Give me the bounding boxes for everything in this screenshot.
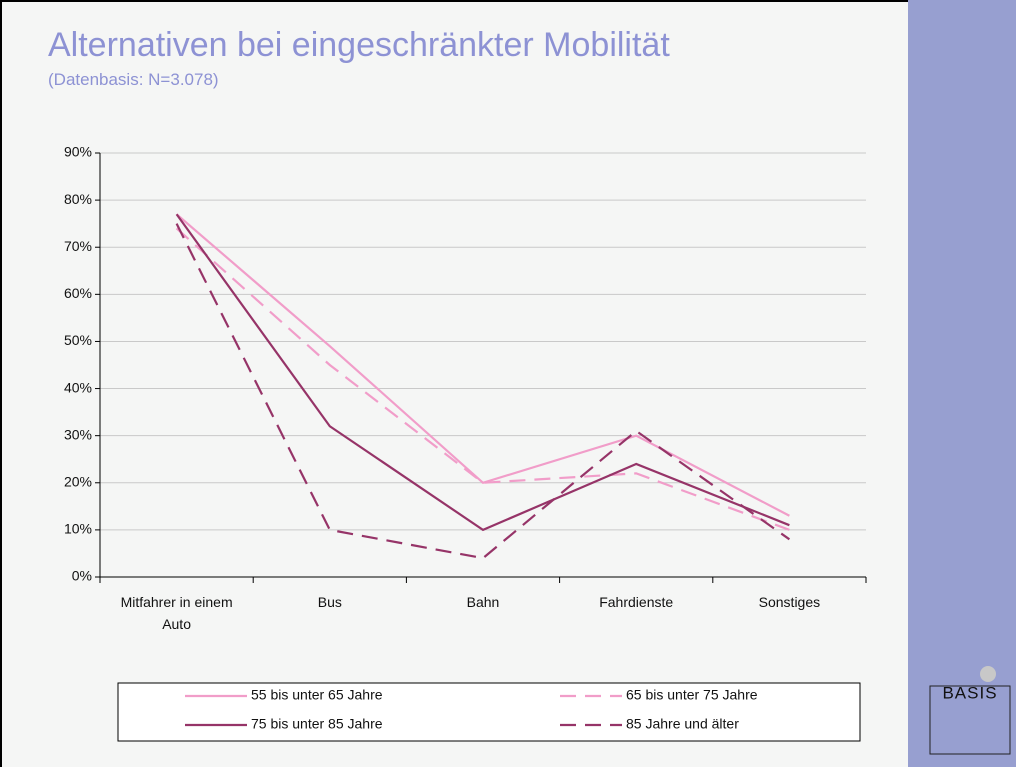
logo-text: BASIS [942, 683, 997, 702]
y-tick-label: 40% [64, 379, 92, 395]
chart-subtitle: (Datenbasis: N=3.078) [48, 70, 219, 89]
y-tick-label: 10% [64, 521, 92, 537]
x-tick-label: Bahn [466, 594, 500, 610]
x-tick-label: Mitfahrer in einem Auto [120, 594, 233, 632]
series-line [175, 213, 790, 532]
x-tick-label: Fahrdienste [599, 594, 674, 610]
legend-box [117, 682, 861, 742]
x-tick-label: Bus [317, 594, 342, 610]
legend-label: 65 bis unter 75 Jahre [626, 687, 758, 703]
legend-label: 75 bis unter 85 Jahre [251, 716, 383, 732]
y-tick-label: 20% [64, 473, 92, 489]
y-tick-label: 60% [64, 285, 92, 301]
x-tick-label: Sonstiges [758, 594, 821, 610]
legend-label: 55 bis unter 65 Jahre [251, 687, 383, 703]
side-panel [908, 0, 1016, 767]
series-line [175, 213, 790, 517]
logo-dot [980, 666, 996, 682]
logo-box [929, 685, 1011, 755]
chart-title: Alternativen bei eingeschränkter Mobilit… [48, 26, 670, 64]
y-tick-label: 30% [64, 426, 92, 442]
y-tick-label: 80% [64, 191, 92, 207]
series-line [175, 227, 790, 531]
legend-label: 85 Jahre und älter [626, 716, 739, 732]
y-tick-label: 50% [64, 332, 92, 348]
series-line [175, 223, 791, 560]
y-tick-label: 0% [72, 568, 92, 584]
y-tick-label: 70% [64, 238, 92, 254]
y-tick-label: 90% [64, 144, 92, 160]
slide [0, 0, 908, 767]
